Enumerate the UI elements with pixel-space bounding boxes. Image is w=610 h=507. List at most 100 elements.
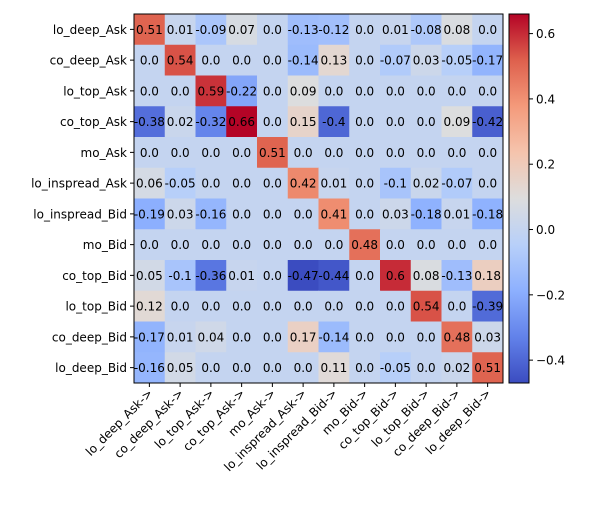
cell-value-label: 0.03	[413, 54, 440, 68]
heatmap-cell	[134, 75, 166, 107]
cell-value-label: 0.0	[478, 238, 497, 252]
cell-value-label: -0.05	[441, 54, 472, 68]
cell-value-label: 0.48	[444, 330, 471, 344]
cell-value-label: 0.0	[232, 300, 251, 314]
heatmap-cell	[318, 137, 350, 169]
heatmap-cell	[257, 321, 289, 353]
cell-value-label: 0.07	[228, 23, 255, 37]
cell-value-label: -0.44	[318, 269, 349, 283]
cell-value-label: 0.04	[198, 330, 225, 344]
cell-value-label: 0.11	[321, 361, 348, 375]
heatmap-cell	[164, 260, 196, 292]
y-tick-label: lo_inspread_Ask	[31, 177, 127, 191]
heatmap-cell	[472, 167, 504, 199]
cell-value-label: -0.08	[411, 23, 442, 37]
x-axis-ticks: lo_deep_Ask->co_deep_Ask->lo_top_Ask->co…	[83, 383, 494, 474]
y-tick-label: co_deep_Bid	[52, 330, 127, 344]
cell-value-label: 0.0	[294, 361, 313, 375]
heatmap-cell	[441, 106, 473, 138]
cell-value-label: 0.0	[355, 207, 374, 221]
cell-value-label: 0.0	[232, 146, 251, 160]
heatmap-cell	[134, 260, 166, 292]
heatmap-cell	[195, 14, 227, 46]
heatmap-cell	[380, 75, 412, 107]
heatmap-cell	[257, 290, 289, 322]
cell-value-label: 0.48	[351, 238, 378, 252]
heatmap-cell	[380, 352, 412, 384]
y-tick-label: mo_Bid	[83, 238, 127, 252]
heatmap-cell	[226, 260, 258, 292]
heatmap-cell	[472, 352, 504, 384]
colorbar: −0.4 −0.2 0.0 0.2 0.4 0.6	[508, 13, 565, 384]
heatmap-cell	[287, 290, 319, 322]
cell-value-label: 0.0	[171, 146, 190, 160]
heatmap-cell	[472, 137, 504, 169]
heatmap-cell	[349, 290, 381, 322]
cell-value-label: 0.0	[386, 115, 405, 129]
cell-value-label: 0.0	[417, 146, 436, 160]
cell-value-label: 0.03	[474, 330, 501, 344]
y-tick-label: co_deep_Ask	[50, 54, 127, 68]
cell-value-label: 0.0	[140, 146, 159, 160]
cell-value-label: -0.38	[134, 115, 165, 129]
heatmap-cell	[472, 198, 504, 230]
heatmap-cell	[257, 44, 289, 76]
heatmap-cell	[134, 106, 166, 138]
cell-value-label: 0.0	[232, 238, 251, 252]
cell-value-label: 0.13	[321, 54, 348, 68]
heatmap-cell	[287, 14, 319, 46]
cell-value-label: 0.01	[167, 23, 194, 37]
heatmap-cell	[134, 14, 166, 46]
heatmap-cell	[441, 75, 473, 107]
heatmap-cell	[257, 106, 289, 138]
heatmap-cell	[287, 137, 319, 169]
heatmap-cell	[164, 198, 196, 230]
cell-value-label: -0.47	[288, 269, 319, 283]
y-tick-label: lo_inspread_Bid	[33, 207, 127, 221]
heatmap-cell	[134, 137, 166, 169]
cell-value-label: 0.0	[201, 361, 220, 375]
heatmap-cell	[380, 321, 412, 353]
cell-value-label: 0.0	[232, 330, 251, 344]
cell-value-label: -0.05	[380, 361, 411, 375]
heatmap-cell	[164, 14, 196, 46]
cell-value-label: 0.0	[386, 300, 405, 314]
heatmap-cell	[380, 14, 412, 46]
heatmap-cell	[410, 352, 442, 384]
plot-frame	[133, 13, 504, 384]
cell-value-label: 0.66	[228, 115, 255, 129]
heatmap-cell	[441, 290, 473, 322]
cell-value-label: 0.08	[413, 269, 440, 283]
heatmap-cell	[164, 75, 196, 107]
heatmap-cell	[195, 137, 227, 169]
heatmap-cell	[318, 321, 350, 353]
cell-value-label: -0.14	[318, 330, 349, 344]
cell-value-label: 0.0	[171, 84, 190, 98]
cell-value-label: 0.0	[140, 84, 159, 98]
cell-value-label: 0.0	[263, 23, 282, 37]
cell-value-label: 0.0	[232, 361, 251, 375]
heatmap-cell	[287, 198, 319, 230]
cell-value-label: 0.0	[355, 115, 374, 129]
heatmap-cell	[134, 229, 166, 261]
cell-value-label: 0.0	[232, 207, 251, 221]
heatmap-cell	[472, 14, 504, 46]
cell-value-label: 0.02	[167, 115, 194, 129]
cell-value-label: 0.0	[478, 177, 497, 191]
heatmap-cell	[441, 14, 473, 46]
cell-value-label: 0.0	[355, 146, 374, 160]
heatmap-cell	[441, 321, 473, 353]
heatmap-cell	[410, 44, 442, 76]
heatmap-cell	[287, 44, 319, 76]
cell-value-label: 0.0	[324, 146, 343, 160]
cell-value-label: 0.05	[167, 361, 194, 375]
heatmap-cell	[380, 44, 412, 76]
cell-value-label: 0.0	[201, 54, 220, 68]
cell-value-label: -0.13	[441, 269, 472, 283]
cell-value-label: 0.0	[447, 300, 466, 314]
heatmap-cell	[164, 229, 196, 261]
cell-value-label: 0.0	[232, 177, 251, 191]
colorbar-gradient	[508, 13, 530, 384]
heatmap-cell	[349, 260, 381, 292]
cell-value-label: 0.0	[232, 54, 251, 68]
